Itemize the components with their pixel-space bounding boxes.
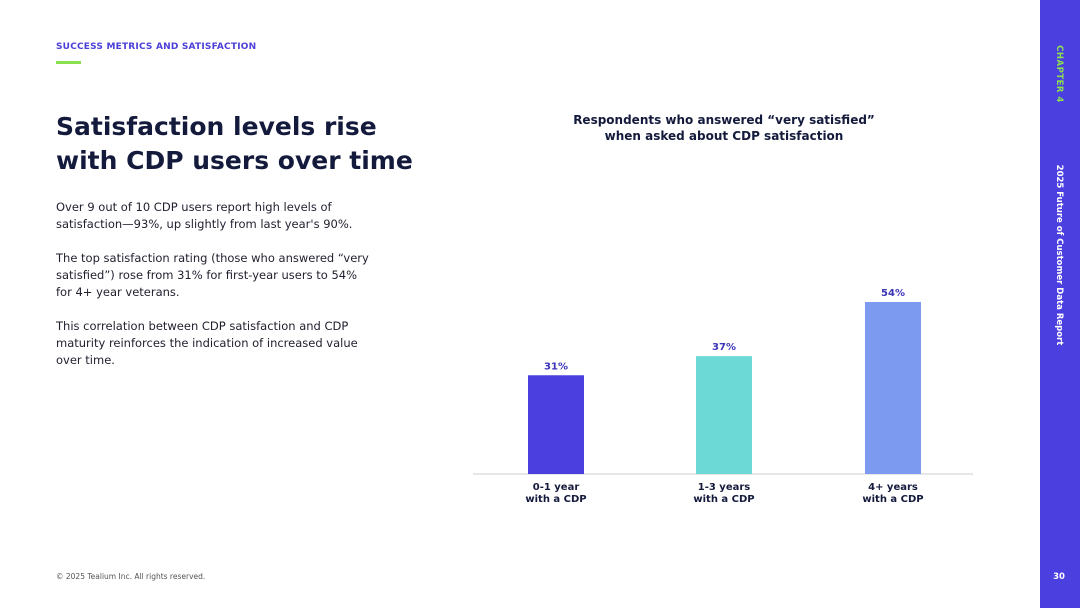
page-title-line-1: Satisfaction levels rise [56,112,377,141]
chart-title-line-2: when asked about CDP satisfaction [604,129,844,143]
report-title: 2025 Future of Customer Data Report [1049,160,1069,350]
category-label-2-line-2: with a CDP [693,494,754,505]
chart-title: Respondents who answered “very satisfied… [560,112,888,144]
body-paragraph-2: The top satisfaction rating (those who a… [56,251,369,299]
section-underline [56,61,81,64]
chart-title-line-1: Respondents who answered “very satisfied… [573,113,875,127]
body-paragraph-1: Over 9 out of 10 CDP users report high l… [56,200,353,231]
bar-1 [528,375,584,474]
copyright-text: © 2025 Tealium Inc. All rights reserved. [56,572,206,581]
category-label-1-line-1: 0-1 year [533,482,580,493]
category-label-1-line-2: with a CDP [525,494,586,505]
page-title: Satisfaction levels rise with CDP users … [56,110,416,178]
category-label-3-line-1: 4+ years [868,482,918,493]
bar-value-label-1: 31% [544,361,568,372]
bar-value-label-3: 54% [881,288,905,299]
bar-2 [696,356,752,474]
report-title-text: 2025 Future of Customer Data Report [1054,164,1064,346]
category-label-3-line-2: with a CDP [862,494,923,505]
bar-3 [865,302,921,474]
page-title-line-2: with CDP users over time [56,146,413,175]
page-number: 30 [1053,572,1065,582]
section-label: SUCCESS METRICS AND SATISFACTION [56,42,257,52]
chapter-label-text: CHAPTER 4 [1054,45,1064,103]
bar-value-label-2: 37% [712,342,736,353]
category-label-2-line-1: 1-3 years [698,482,751,493]
chapter-label: CHAPTER 4 [1049,42,1069,106]
sidebar [1040,0,1080,608]
body-paragraph-3: This correlation between CDP satisfactio… [56,319,358,367]
